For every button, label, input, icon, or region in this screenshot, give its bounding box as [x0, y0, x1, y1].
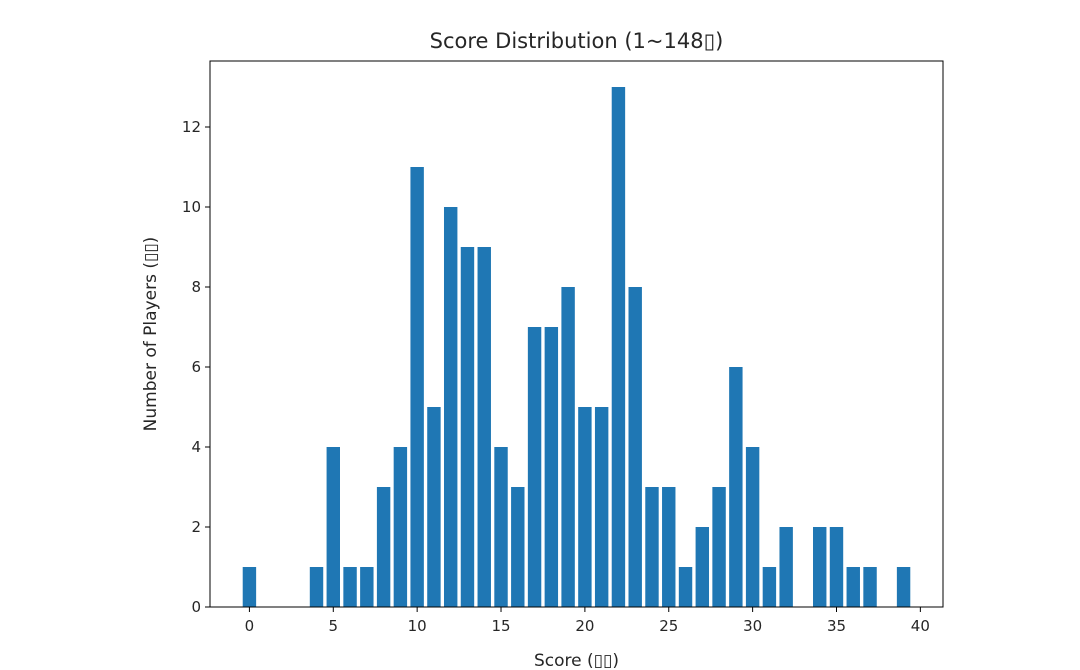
bar-score-30 — [745, 447, 760, 607]
bar-score-39 — [896, 567, 911, 607]
x-tick-label: 0 — [245, 617, 255, 635]
bar-score-5 — [326, 447, 340, 607]
bar-score-4 — [309, 567, 324, 607]
x-tick-label: 10 — [408, 617, 427, 635]
bar-score-15 — [494, 447, 508, 607]
y-tick-label: 2 — [191, 518, 201, 536]
x-tick-label: 15 — [491, 617, 510, 635]
bar-score-11 — [427, 407, 441, 607]
plot-area — [210, 61, 943, 607]
x-tick-label: 20 — [575, 617, 594, 635]
bar-score-8 — [376, 487, 391, 607]
bar-score-29 — [729, 367, 743, 607]
x-tick-label: 5 — [329, 617, 339, 635]
y-tick-label: 8 — [191, 278, 201, 296]
bar-score-31 — [762, 567, 777, 607]
chart-title: Score Distribution (1~148▯) — [430, 29, 724, 53]
bar-score-32 — [779, 527, 793, 607]
bar-score-21 — [594, 407, 609, 607]
bar-score-10 — [410, 167, 424, 607]
bar-score-25 — [662, 487, 676, 607]
bar-score-16 — [511, 487, 525, 607]
bar-score-23 — [628, 287, 642, 607]
bar-score-36 — [846, 567, 860, 607]
bar-score-9 — [393, 447, 408, 607]
bar-score-7 — [360, 567, 374, 607]
bar-score-34 — [813, 527, 827, 607]
y-tick-label: 10 — [182, 198, 201, 216]
bar-score-19 — [561, 287, 575, 607]
y-axis-label: Number of Players (▯▯) — [141, 237, 161, 432]
x-tick-label: 30 — [743, 617, 762, 635]
x-tick-label: 25 — [659, 617, 678, 635]
plot-frame — [209, 60, 944, 608]
bar-score-24 — [645, 487, 659, 607]
bar-score-14 — [477, 247, 491, 607]
bar-score-26 — [678, 567, 693, 607]
y-tick-label: 12 — [182, 118, 201, 136]
bar-score-12 — [443, 207, 458, 607]
bars-group — [242, 87, 911, 607]
x-tick-label: 40 — [911, 617, 930, 635]
bar-score-20 — [578, 407, 592, 607]
bar-score-22 — [611, 87, 626, 607]
bar-score-37 — [863, 567, 877, 607]
y-tick-label: 0 — [191, 598, 201, 616]
bar-score-28 — [712, 487, 726, 607]
x-tick-label: 35 — [827, 617, 846, 635]
y-tick-label: 4 — [191, 438, 201, 456]
x-ticks-group: 0 5 10 15 20 25 30 35 40 — [245, 607, 930, 635]
bar-score-0 — [242, 567, 257, 607]
bar-score-18 — [544, 327, 559, 607]
bar-score-13 — [460, 247, 475, 607]
bar-score-17 — [527, 327, 542, 607]
x-axis-label: Score (▯▯) — [534, 651, 619, 670]
y-tick-label: 6 — [191, 358, 201, 376]
bar-score-27 — [695, 527, 710, 607]
y-ticks-group: 0 2 4 6 8 10 12 — [182, 118, 210, 616]
bar-score-6 — [343, 567, 357, 607]
bar-score-35 — [829, 527, 844, 607]
